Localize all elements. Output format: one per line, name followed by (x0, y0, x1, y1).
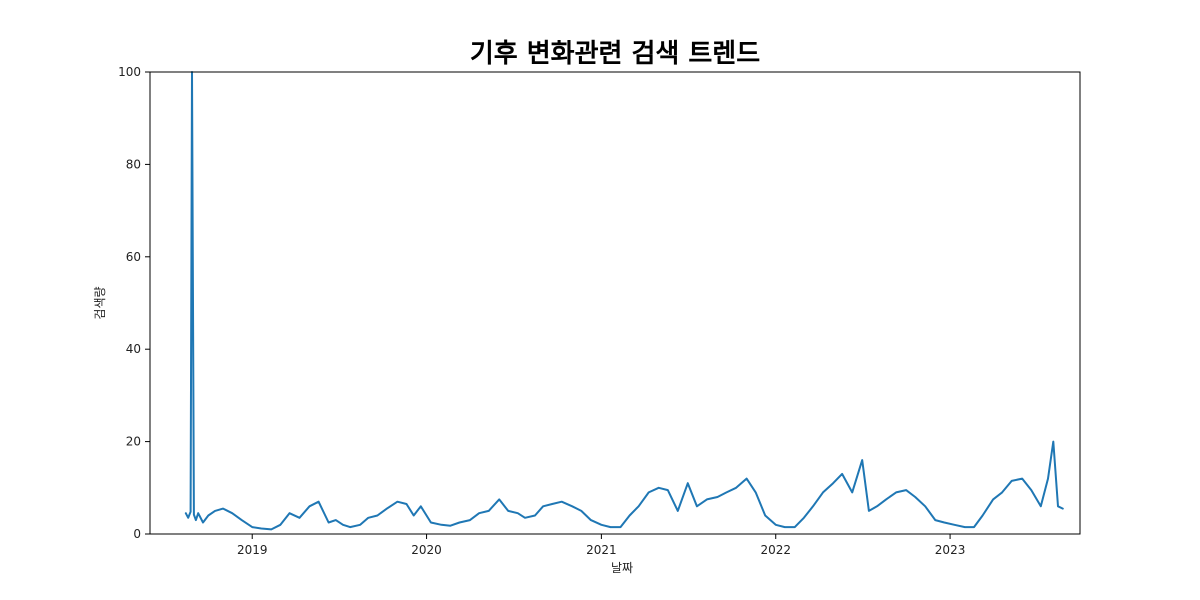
y-tick-label: 40 (126, 342, 141, 356)
y-tick-label: 100 (118, 65, 141, 79)
x-tick-label: 2021 (586, 543, 617, 557)
y-tick-label: 80 (126, 157, 141, 171)
x-axis: 2019 2020 2021 2022 2023 (237, 534, 965, 557)
x-tick-label: 2022 (760, 543, 791, 557)
y-axis-label: 검색량 (93, 286, 107, 319)
x-tick-label: 2023 (935, 543, 966, 557)
x-tick-label: 2020 (411, 543, 442, 557)
y-axis: 0 20 40 60 80 100 (118, 65, 150, 541)
x-axis-label: 날짜 (611, 561, 633, 575)
chart-title: 기후 변화관련 검색 트렌드 (470, 39, 760, 69)
y-tick-label: 0 (133, 527, 141, 541)
y-tick-label: 20 (126, 435, 141, 449)
plot-area-frame (149, 71, 1081, 535)
y-tick-label: 60 (126, 250, 141, 264)
x-tick-label: 2019 (237, 543, 268, 557)
series-line (184, 71, 1064, 531)
